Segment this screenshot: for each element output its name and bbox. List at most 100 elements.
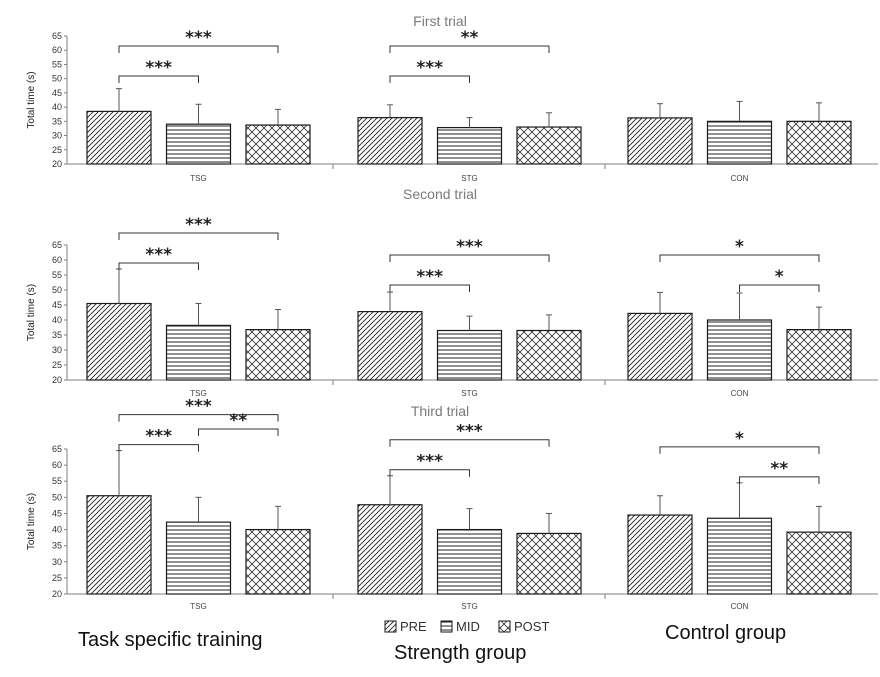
bar-stg-pre — [357, 504, 423, 595]
legend-label-pre: PRE — [400, 619, 427, 634]
y-tick-label: 25 — [52, 360, 62, 370]
significance-bracket — [118, 45, 279, 53]
bar-con-post — [786, 531, 852, 595]
bar-stg-mid — [436, 126, 503, 165]
y-tick-label: 60 — [52, 255, 62, 265]
significance-bracket — [659, 254, 820, 262]
y-tick-label: 40 — [52, 102, 62, 112]
chart-title: First trial — [413, 13, 467, 29]
y-tick-label: 60 — [52, 45, 62, 55]
caption-con: Control group — [665, 622, 787, 644]
significance-label: ** — [770, 459, 788, 479]
significance-label: *** — [145, 427, 172, 447]
bar-stg-post — [516, 126, 582, 165]
significance-bracket — [118, 262, 199, 270]
caption-tsg: Task specific training — [78, 629, 263, 651]
significance-bracket — [118, 232, 279, 240]
y-tick-label: 35 — [52, 541, 62, 551]
chart-panel-1: First trial 20 25 30 35 40 45 50 55 60 65 Total tim… — [26, 13, 878, 183]
legend-swatch-post — [498, 620, 511, 633]
significance-label: * — [735, 237, 744, 257]
y-tick-label: 40 — [52, 315, 62, 325]
chart-title: Third trial — [411, 403, 469, 419]
legend-label-post: POST — [514, 619, 549, 634]
significance-bracket — [739, 284, 820, 292]
bar-stg-mid — [436, 528, 503, 595]
significance-bracket — [118, 75, 199, 83]
bar-stg-pre — [357, 311, 423, 381]
y-tick-label: 20 — [52, 159, 62, 169]
x-category-label: TSG — [190, 602, 206, 611]
y-tick-label: 60 — [52, 460, 62, 470]
bar-tsg-post — [245, 124, 311, 165]
y-tick-label: 45 — [52, 88, 62, 98]
bar-tsg-mid — [165, 123, 232, 165]
x-category-label: CON — [731, 389, 749, 398]
y-tick-label: 45 — [52, 300, 62, 310]
bar-con-pre — [627, 514, 693, 595]
significance-label: * — [775, 267, 784, 287]
y-axis-label: Total time (s) — [26, 284, 37, 341]
significance-bracket — [389, 284, 470, 292]
x-category-label: CON — [731, 174, 749, 183]
chart-panel-3: Third trial 20 25 30 35 40 45 50 55 60 65 Total tim… — [26, 397, 878, 611]
x-category-label: TSG — [190, 389, 206, 398]
significance-label: *** — [416, 267, 443, 287]
bar-tsg-mid — [165, 324, 232, 381]
significance-label: *** — [185, 28, 212, 48]
bar-tsg-mid — [165, 521, 232, 595]
y-tick-label: 30 — [52, 345, 62, 355]
y-axis-label: Total time (s) — [26, 71, 37, 128]
y-tick-label: 25 — [52, 145, 62, 155]
bar-tsg-pre — [86, 302, 152, 381]
significance-label: ** — [229, 411, 247, 431]
legend: PRE MID POST — [384, 619, 549, 634]
y-tick-label: 30 — [52, 131, 62, 141]
significance-label: *** — [456, 237, 483, 257]
significance-bracket — [389, 45, 550, 53]
y-tick-label: 55 — [52, 59, 62, 69]
bar-con-mid — [706, 517, 773, 595]
significance-label: *** — [416, 452, 443, 472]
bar-con-mid — [706, 120, 773, 165]
legend-swatch-pre — [384, 620, 397, 633]
legend-swatch-mid — [440, 620, 453, 633]
x-category-label: STG — [461, 602, 477, 611]
legend-label-mid: MID — [456, 619, 480, 634]
significance-bracket — [389, 439, 550, 447]
significance-bracket — [389, 469, 470, 477]
bar-con-post — [786, 120, 852, 165]
bar-stg-mid — [436, 329, 503, 381]
x-category-label: STG — [461, 389, 477, 398]
bar-tsg-pre — [86, 495, 152, 595]
y-tick-label: 50 — [52, 285, 62, 295]
significance-label: *** — [185, 215, 212, 235]
bar-tsg-pre — [86, 110, 152, 165]
chart-title: Second trial — [403, 186, 477, 202]
y-tick-label: 35 — [52, 330, 62, 340]
x-category-label: STG — [461, 174, 477, 183]
bar-con-mid — [706, 319, 773, 381]
significance-bracket — [389, 254, 550, 262]
y-tick-label: 20 — [52, 375, 62, 385]
significance-label: *** — [185, 397, 212, 417]
significance-label: *** — [416, 58, 443, 78]
bar-con-post — [786, 329, 852, 381]
bar-stg-post — [516, 532, 582, 595]
y-tick-label: 65 — [52, 444, 62, 454]
caption-stg: Strength group — [394, 642, 527, 664]
bar-tsg-post — [245, 528, 311, 595]
significance-label: *** — [145, 58, 172, 78]
significance-bracket — [118, 414, 279, 422]
significance-label: *** — [145, 245, 172, 265]
y-tick-label: 25 — [52, 573, 62, 583]
y-tick-label: 40 — [52, 525, 62, 535]
significance-bracket — [389, 75, 470, 83]
bar-stg-post — [516, 329, 582, 381]
chart-panel-2: Second trial 20 25 30 35 40 45 50 55 60 65 Total ti… — [26, 186, 878, 398]
y-tick-label: 65 — [52, 240, 62, 250]
x-category-label: TSG — [190, 174, 206, 183]
y-tick-label: 20 — [52, 589, 62, 599]
y-tick-label: 65 — [52, 31, 62, 41]
